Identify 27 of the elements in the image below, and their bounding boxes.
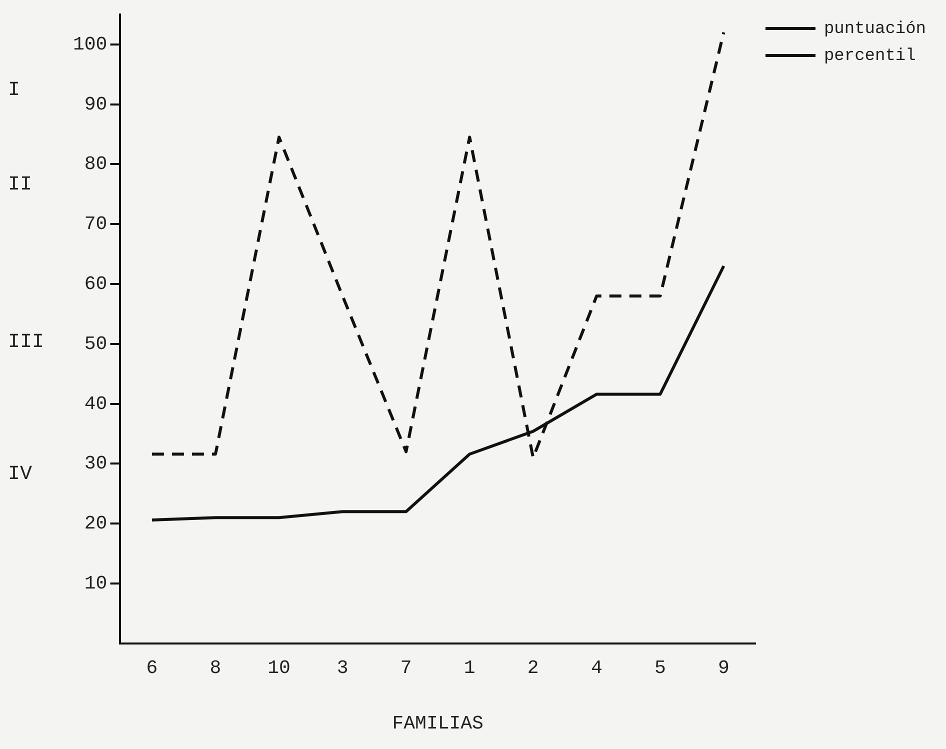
text: I (8, 79, 20, 102)
y-tick-label: 90 (84, 93, 108, 116)
y-tick-label: 70 (84, 213, 108, 236)
text: III (8, 330, 44, 354)
x-tick-label: 6 (146, 656, 158, 679)
x-tick-label: 2 (527, 656, 539, 679)
legend-label: puntuación (824, 20, 926, 39)
y-tick-label: 20 (84, 512, 108, 535)
y-tick-label: 40 (84, 392, 108, 415)
x-tick-label: 3 (336, 656, 348, 679)
y-tick-label: 10 (84, 572, 108, 595)
y-tick-label: 50 (84, 332, 108, 355)
x-tick-label: 7 (400, 656, 412, 679)
x-tick-label: 1 (464, 656, 476, 679)
y-tick-label: 80 (84, 153, 108, 176)
y-tick-label: 60 (84, 273, 108, 296)
legend-label: percentil (824, 47, 916, 66)
x-tick-label: 8 (210, 656, 222, 679)
x-axis-title: FAMILIAS (392, 712, 484, 735)
text: IV (8, 462, 32, 486)
y-tick-label: 100 (72, 33, 108, 56)
x-tick-label: 9 (718, 656, 730, 679)
x-tick-label: 4 (590, 656, 602, 679)
x-tick-label: 10 (268, 656, 290, 679)
text: II (8, 174, 32, 197)
x-tick-label: 5 (654, 656, 666, 679)
y-tick-label: 30 (84, 452, 108, 475)
